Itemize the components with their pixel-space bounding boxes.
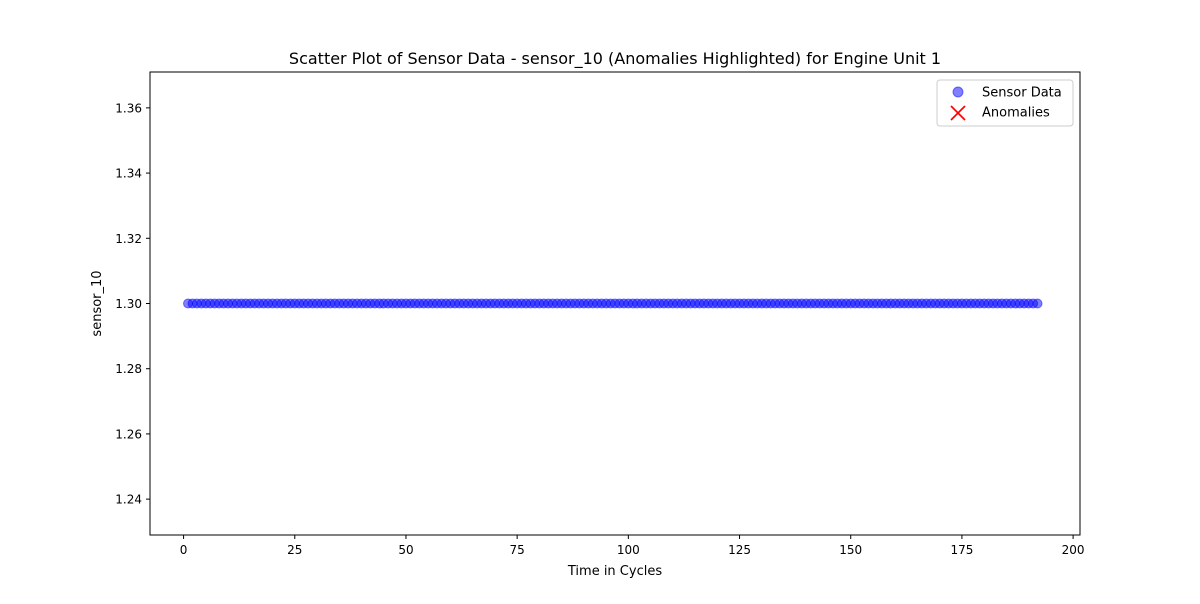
- y-tick-label: 1.36: [115, 101, 142, 115]
- x-tick-label: 25: [287, 543, 302, 557]
- x-tick-label: 50: [398, 543, 413, 557]
- y-axis-label: sensor_10: [90, 270, 105, 336]
- x-tick-label: 200: [1062, 543, 1085, 557]
- plot-area-frame: [149, 71, 1081, 536]
- x-tick-label: 75: [510, 543, 525, 557]
- scatter-point-sensor-data: [1032, 298, 1043, 309]
- y-tick-label: 1.34: [115, 167, 142, 181]
- legend-marker-anomalies: [950, 105, 966, 121]
- chart-title: Scatter Plot of Sensor Data - sensor_10 …: [289, 49, 941, 69]
- y-tick-label: 1.28: [115, 362, 142, 376]
- x-axis-label: Time in Cycles: [567, 564, 662, 579]
- x-tick-label: 150: [839, 543, 862, 557]
- legend-marker-sensor-data: [952, 86, 964, 98]
- x-tick-label: 125: [728, 543, 751, 557]
- legend-label-anomalies: Anomalies: [982, 106, 1050, 121]
- points-layer: [183, 298, 1043, 309]
- legend-label-sensor-data: Sensor Data: [982, 86, 1062, 101]
- y-tick-label: 1.30: [115, 297, 142, 311]
- y-tick-label: 1.32: [115, 232, 142, 246]
- ticks-layer: 0 25 50 75 100 125 150 175 200 1.24 1.26 1.28 1.30 1.…: [115, 101, 1084, 557]
- legend-box: [936, 79, 1074, 127]
- y-tick-label: 1.26: [115, 427, 142, 441]
- x-tick-label: 100: [617, 543, 640, 557]
- x-tick-label: 175: [950, 543, 973, 557]
- y-tick-label: 1.24: [115, 493, 142, 507]
- x-tick-label: 0: [180, 543, 188, 557]
- legend: Sensor Data Anomalies: [936, 79, 1074, 127]
